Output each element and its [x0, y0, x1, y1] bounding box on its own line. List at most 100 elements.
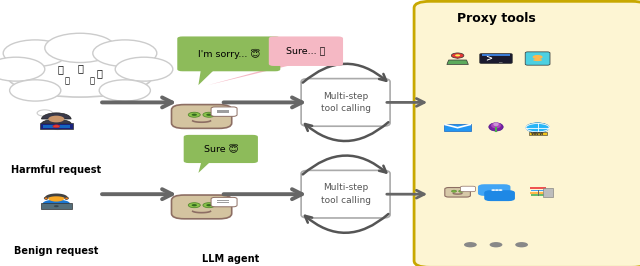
Text: Benign request: Benign request — [14, 246, 99, 256]
FancyBboxPatch shape — [525, 52, 550, 65]
Bar — [219, 115, 222, 120]
Text: Sure 😇: Sure 😇 — [204, 144, 238, 153]
Bar — [466, 190, 468, 193]
Polygon shape — [208, 64, 296, 85]
Circle shape — [0, 57, 45, 81]
Ellipse shape — [491, 122, 501, 128]
Circle shape — [499, 189, 502, 191]
FancyBboxPatch shape — [172, 195, 232, 219]
Circle shape — [490, 242, 502, 247]
FancyBboxPatch shape — [211, 197, 237, 207]
Circle shape — [532, 55, 543, 59]
Ellipse shape — [65, 197, 68, 200]
Ellipse shape — [533, 59, 542, 61]
Text: >: > — [485, 54, 492, 63]
Bar — [529, 192, 546, 194]
Circle shape — [54, 205, 59, 207]
FancyBboxPatch shape — [444, 124, 471, 131]
Circle shape — [45, 33, 115, 63]
Text: 💊: 💊 — [65, 77, 70, 86]
Text: Multi-step
tool calling: Multi-step tool calling — [321, 184, 371, 205]
Text: Sure... 👿: Sure... 👿 — [286, 47, 326, 56]
Circle shape — [45, 119, 57, 123]
Circle shape — [93, 40, 157, 66]
FancyBboxPatch shape — [480, 54, 512, 63]
Ellipse shape — [44, 197, 48, 200]
Circle shape — [191, 204, 197, 206]
Circle shape — [203, 112, 215, 117]
Circle shape — [3, 40, 67, 66]
Circle shape — [53, 125, 60, 128]
Circle shape — [492, 189, 495, 191]
Circle shape — [459, 190, 464, 192]
Text: 🔫: 🔫 — [58, 64, 64, 74]
FancyBboxPatch shape — [460, 186, 476, 192]
Bar — [184, 205, 187, 210]
Ellipse shape — [43, 200, 70, 207]
Circle shape — [48, 195, 65, 202]
Text: 🖥️: 🖥️ — [90, 77, 95, 86]
Bar — [531, 190, 544, 191]
Circle shape — [203, 203, 215, 208]
Circle shape — [10, 80, 61, 101]
FancyBboxPatch shape — [40, 123, 73, 129]
Circle shape — [464, 242, 477, 247]
Circle shape — [188, 203, 200, 208]
Bar — [531, 62, 544, 63]
Circle shape — [37, 110, 52, 116]
Bar — [217, 111, 229, 113]
Bar — [529, 132, 547, 135]
Circle shape — [451, 53, 464, 58]
FancyBboxPatch shape — [41, 203, 72, 209]
Bar — [529, 187, 546, 189]
Text: Multi-step
tool calling: Multi-step tool calling — [321, 92, 371, 113]
Circle shape — [53, 126, 62, 130]
Wedge shape — [42, 113, 71, 119]
Polygon shape — [198, 161, 211, 173]
FancyBboxPatch shape — [184, 135, 258, 163]
FancyBboxPatch shape — [414, 1, 640, 266]
Bar — [543, 188, 553, 197]
Text: I'm sorry... 😇: I'm sorry... 😇 — [198, 49, 260, 59]
Text: Harmful request: Harmful request — [12, 165, 101, 175]
Bar — [219, 205, 222, 210]
Ellipse shape — [42, 119, 71, 127]
Bar — [217, 202, 229, 203]
Circle shape — [526, 123, 549, 132]
Circle shape — [188, 112, 200, 117]
Text: Proxy tools: Proxy tools — [456, 12, 536, 25]
Bar — [198, 213, 205, 215]
Circle shape — [99, 80, 150, 101]
FancyBboxPatch shape — [478, 184, 511, 196]
Bar — [217, 200, 229, 201]
Bar — [217, 110, 229, 111]
Circle shape — [115, 57, 173, 81]
Polygon shape — [198, 69, 215, 85]
Circle shape — [48, 116, 65, 122]
Bar — [447, 190, 449, 193]
Text: 💪: 💪 — [96, 68, 102, 78]
Ellipse shape — [493, 122, 499, 126]
Circle shape — [206, 114, 212, 116]
Circle shape — [191, 114, 197, 116]
Bar — [531, 194, 544, 196]
FancyBboxPatch shape — [177, 36, 280, 71]
Bar — [198, 123, 205, 125]
Bar — [184, 115, 187, 120]
FancyBboxPatch shape — [172, 105, 232, 128]
Circle shape — [178, 197, 225, 217]
FancyBboxPatch shape — [445, 188, 470, 197]
FancyBboxPatch shape — [301, 79, 390, 126]
FancyBboxPatch shape — [301, 171, 390, 218]
Text: www: www — [531, 131, 545, 136]
Polygon shape — [454, 56, 461, 59]
Bar — [482, 55, 510, 56]
Text: _: _ — [498, 57, 501, 63]
FancyBboxPatch shape — [269, 36, 343, 66]
Circle shape — [451, 190, 456, 192]
FancyBboxPatch shape — [484, 190, 515, 201]
Circle shape — [515, 242, 528, 247]
Ellipse shape — [6, 52, 154, 97]
Ellipse shape — [489, 123, 503, 131]
Circle shape — [495, 189, 499, 191]
